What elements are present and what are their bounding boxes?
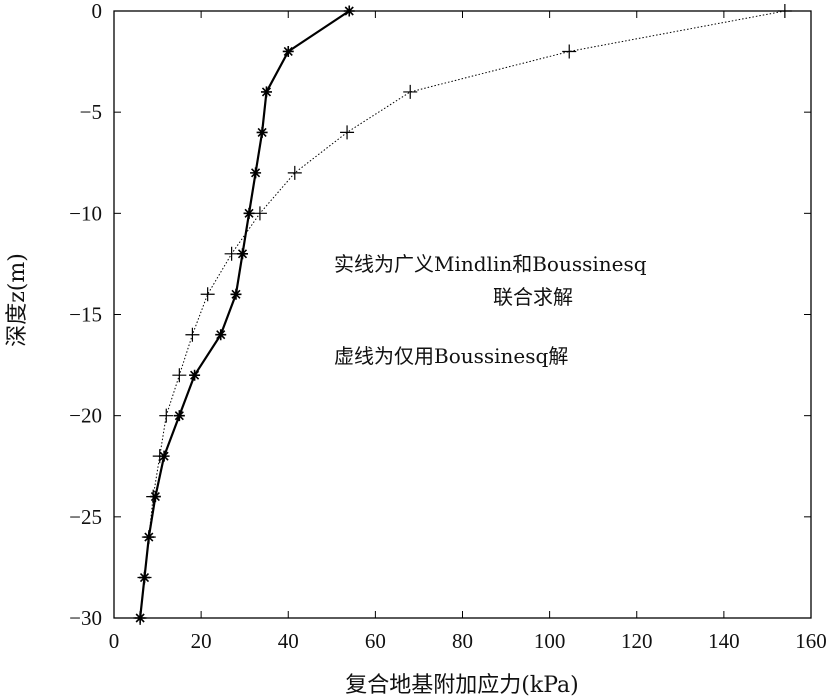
data-point-asterisk bbox=[215, 329, 227, 341]
data-point-plus bbox=[159, 408, 174, 423]
annotation-solid-line-cont: 联合求解 bbox=[493, 285, 573, 309]
series-line bbox=[139, 10, 785, 619]
x-tick-label: 40 bbox=[278, 629, 299, 653]
y-tick-label: 0 bbox=[92, 0, 103, 23]
x-tick-label: 20 bbox=[191, 629, 212, 653]
y-tick-label: −10 bbox=[69, 201, 102, 225]
y-tick-label: −25 bbox=[69, 505, 102, 529]
y-tick-label: −5 bbox=[80, 100, 102, 124]
data-point-plus bbox=[340, 125, 355, 140]
data-point-asterisk bbox=[260, 86, 272, 98]
y-tick-label: −30 bbox=[69, 606, 102, 630]
data-point-plus bbox=[252, 206, 267, 221]
data-point-asterisk bbox=[250, 167, 262, 179]
x-tick-label: 120 bbox=[621, 629, 653, 653]
data-point-plus bbox=[133, 611, 148, 625]
x-axis-title: 复合地基附加应力(kPa) bbox=[345, 673, 578, 698]
x-tick-label: 0 bbox=[109, 629, 120, 653]
series-line bbox=[139, 10, 350, 619]
data-point-asterisk bbox=[173, 410, 185, 422]
data-point-asterisk bbox=[282, 45, 294, 57]
series-dotted bbox=[133, 4, 792, 625]
data-point-plus bbox=[287, 165, 302, 180]
data-point-plus bbox=[224, 246, 239, 261]
data-point-asterisk bbox=[230, 288, 242, 300]
x-tick-label: 160 bbox=[795, 629, 827, 653]
series-solid bbox=[134, 5, 355, 624]
data-point-asterisk bbox=[243, 207, 255, 219]
data-point-asterisk bbox=[237, 248, 249, 260]
series-layer bbox=[133, 4, 792, 625]
plot-frame bbox=[113, 10, 812, 619]
data-point-plus bbox=[152, 449, 167, 464]
x-tick-label: 80 bbox=[452, 629, 473, 653]
y-axis-title: 深度z(m) bbox=[5, 253, 30, 347]
data-point-plus bbox=[185, 327, 200, 342]
data-point-plus bbox=[200, 287, 215, 302]
data-point-asterisk bbox=[189, 369, 201, 381]
data-point-plus bbox=[146, 489, 161, 504]
data-point-plus bbox=[137, 570, 152, 585]
axis-ticks: 0 20 40 60 80 100 120 140 160 0 −5 −10 −15 −20 −25 −30 bbox=[69, 0, 827, 653]
data-point-asterisk bbox=[256, 126, 268, 138]
x-tick-label: 60 bbox=[365, 629, 386, 653]
annotation-solid-line: 实线为广义Mindlin和Boussinesq bbox=[334, 252, 647, 276]
annotation-dotted-line: 虚线为仅用Boussinesq解 bbox=[334, 344, 568, 368]
data-point-asterisk bbox=[343, 5, 355, 17]
y-tick-label: −15 bbox=[69, 303, 102, 327]
x-tick-label: 140 bbox=[708, 629, 740, 653]
data-point-plus bbox=[141, 530, 156, 545]
data-point-plus bbox=[403, 84, 418, 99]
x-tick-label: 100 bbox=[534, 629, 566, 653]
data-point-plus bbox=[172, 368, 187, 383]
y-tick-label: −20 bbox=[69, 404, 102, 428]
data-point-plus bbox=[777, 4, 792, 18]
data-point-plus bbox=[562, 44, 577, 59]
